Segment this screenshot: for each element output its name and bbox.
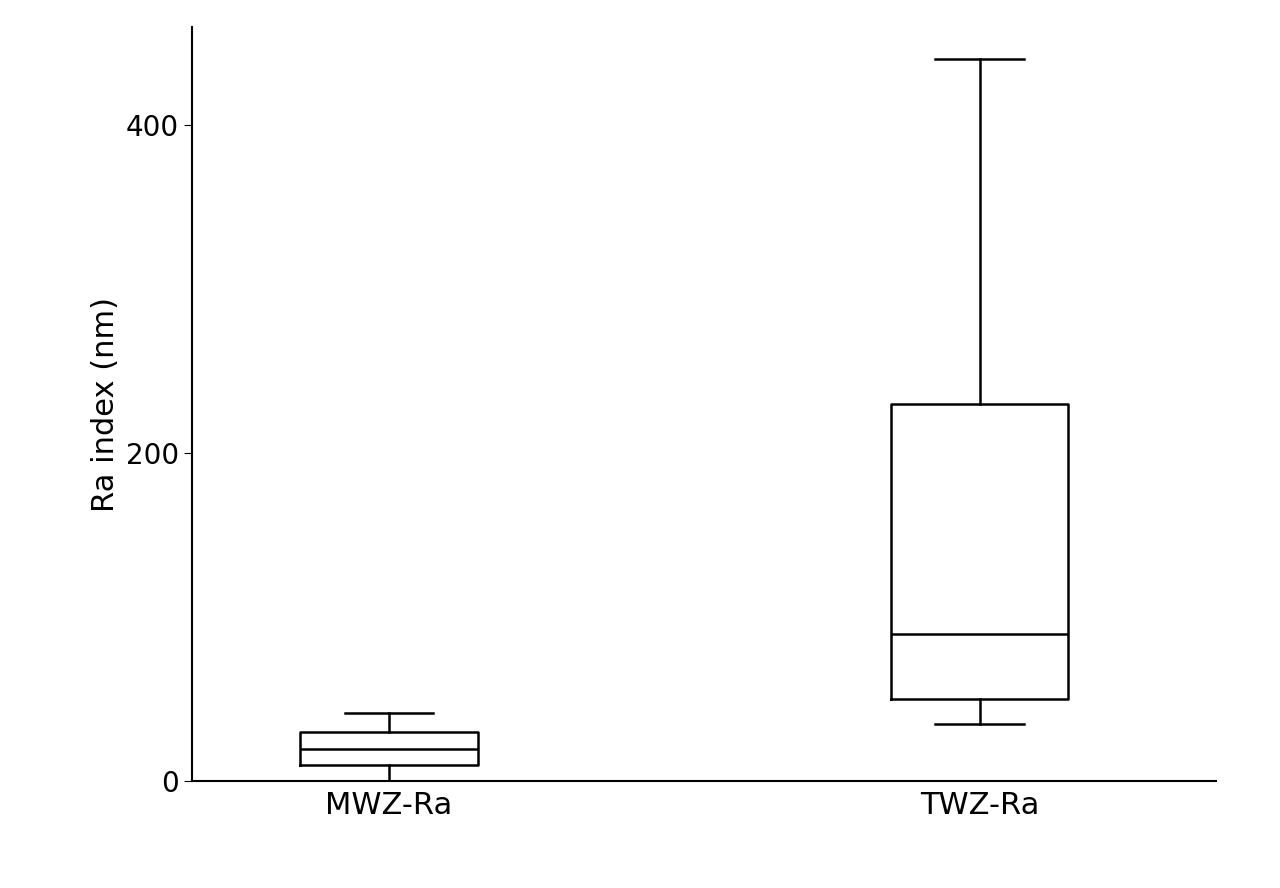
Y-axis label: Ra index (nm): Ra index (nm) xyxy=(91,297,120,511)
